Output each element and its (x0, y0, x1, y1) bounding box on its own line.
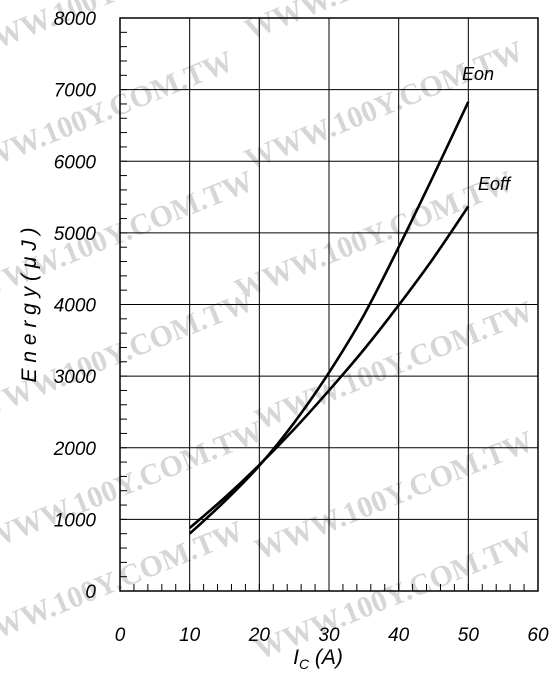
y-tick-label: 5000 (54, 224, 97, 245)
x-axis-label-sub: C (299, 656, 310, 672)
x-tick-label: 30 (318, 625, 340, 646)
y-tick-label: 4000 (54, 296, 97, 317)
y-axis-label: E n e r g y ( μ J ) (18, 227, 41, 382)
series-label-eon: Eon (462, 64, 494, 84)
y-tick-label: 0 (85, 582, 96, 603)
y-tick-labels: 0 1000 2000 3000 4000 5000 6000 7000 8000 (53, 9, 97, 603)
x-tick-label: 20 (248, 625, 271, 646)
x-tick-label: 0 (115, 625, 126, 646)
grid-lines (120, 18, 538, 591)
x-tick-label: 40 (388, 625, 410, 646)
x-tick-label: 60 (527, 625, 549, 646)
plot-frame (119, 17, 539, 592)
x-tick-label: 10 (179, 625, 201, 646)
x-axis-label-main: I (293, 646, 299, 669)
series-label-eoff: Eoff (478, 174, 512, 194)
watermark-text: WWW.100Y.COM.TW (240, 0, 528, 46)
x-tick-labels: 0 10 20 30 40 50 60 (115, 625, 549, 646)
y-tick-label: 8000 (54, 9, 97, 30)
watermark-text: WWW.100Y.COM.TW (0, 45, 238, 187)
y-tick-label: 2000 (53, 439, 97, 460)
series-layer (188, 101, 470, 535)
y-tick-label: 3000 (54, 367, 97, 388)
y-tick-label: 7000 (54, 81, 97, 102)
x-axis-label-unit: (A) (309, 646, 343, 669)
series-line-eoff (188, 205, 470, 529)
watermark-text: WWW.100Y.COM.TW (230, 165, 518, 307)
series-line-eon (188, 101, 470, 535)
series-labels: Eon Eoff (462, 64, 512, 194)
y-tick-label: 1000 (54, 510, 97, 531)
y-tick-label: 6000 (54, 152, 97, 173)
x-tick-label: 50 (458, 625, 480, 646)
watermark-text: WWW.100Y.COM.TW (240, 35, 528, 177)
x-axis-label: IC (A) (293, 646, 343, 672)
watermark-text: WWW.100Y.COM.TW (250, 295, 538, 437)
